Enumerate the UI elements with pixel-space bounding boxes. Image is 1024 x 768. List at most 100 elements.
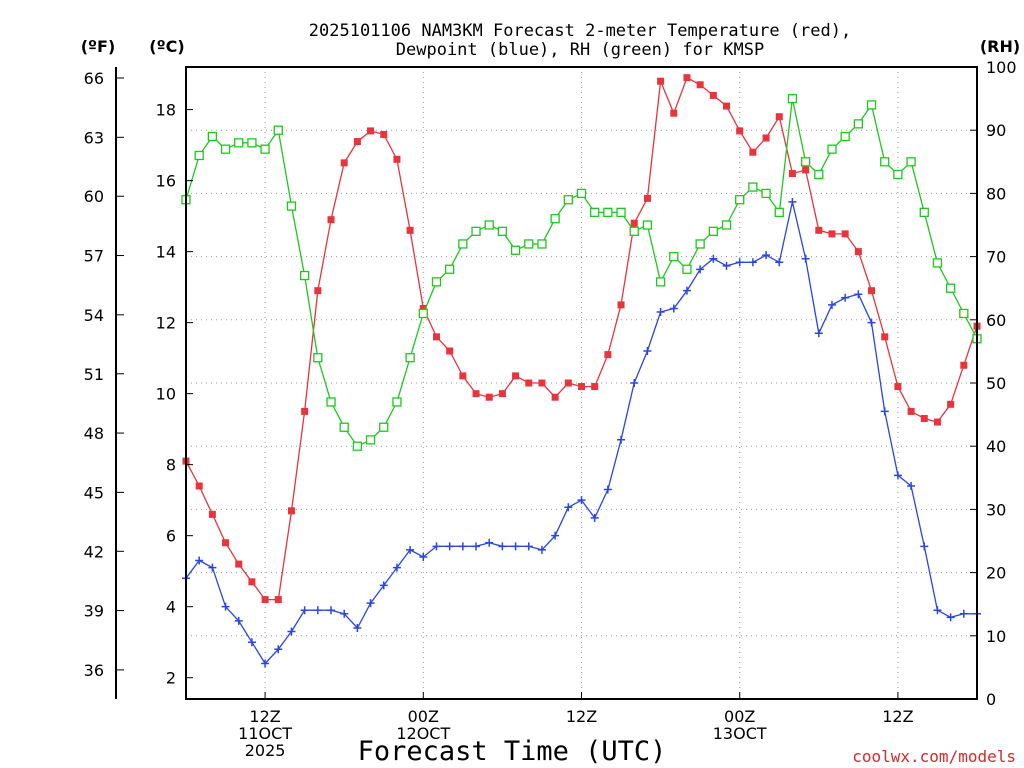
rh-point <box>721 220 732 230</box>
rh-tick-label: 50 <box>986 374 1006 393</box>
x-tick-label: 11OCT <box>238 724 292 743</box>
rh-point <box>234 138 244 148</box>
rh-point <box>655 277 666 287</box>
rh-tick-label: 0 <box>986 690 996 709</box>
rh-point <box>682 264 692 274</box>
temperature-point <box>222 539 230 547</box>
celsius-tick-label: 8 <box>166 456 176 475</box>
dewpoint-point <box>208 563 217 572</box>
temperature-point <box>630 219 638 227</box>
dewpoint-point <box>735 258 744 267</box>
dewpoint-point <box>867 318 876 327</box>
celsius-axis-label: (ºC) <box>149 37 184 56</box>
rh-point <box>431 277 442 287</box>
dewpoint-point <box>893 471 902 480</box>
temperature-point <box>854 248 862 256</box>
dewpoint-point <box>946 613 955 622</box>
series-dewpoint <box>182 197 981 668</box>
dewpoint-point <box>340 609 349 618</box>
rh-point <box>761 188 771 199</box>
rh-point <box>735 195 745 205</box>
x-tick-label: 12Z <box>882 707 913 726</box>
rh-point <box>418 308 428 319</box>
dewpoint-point <box>682 286 691 295</box>
temperature-point <box>380 130 388 138</box>
rh-point <box>313 353 323 363</box>
dewpoint-point <box>814 329 823 338</box>
dewpoint-point <box>195 556 204 565</box>
dewpoint-point <box>221 602 230 611</box>
temperature-point <box>393 155 401 163</box>
temperature-point <box>208 510 216 518</box>
x-tick-label: 13OCT <box>713 724 767 743</box>
dewpoint-point <box>696 265 705 274</box>
temperature-point <box>274 596 282 604</box>
dewpoint-point <box>630 379 639 387</box>
dewpoint-point <box>524 542 533 551</box>
dewpoint-point <box>854 290 863 299</box>
rh-point <box>629 226 639 236</box>
dewpoint-point <box>709 254 718 263</box>
temperature-point <box>591 383 599 391</box>
rh-point <box>800 157 811 167</box>
dewpoint-point <box>920 542 929 551</box>
rh-point <box>880 157 890 167</box>
temperature-point <box>723 102 731 110</box>
rh-point <box>603 207 613 218</box>
dewpoint-point <box>274 645 283 654</box>
rh-point <box>563 195 573 205</box>
fahrenheit-tick-label: 42 <box>84 542 104 561</box>
temperature-point <box>419 304 427 312</box>
rh-point <box>247 138 257 148</box>
temperature-point <box>736 127 744 135</box>
temperature-point <box>881 333 889 341</box>
grid-lines <box>186 67 977 699</box>
rh-point <box>814 169 824 180</box>
x-tick-label: 12OCT <box>396 724 450 743</box>
fahrenheit-tick-label: 57 <box>84 247 104 266</box>
rh-tick-label: 80 <box>986 184 1006 203</box>
fahrenheit-tick-label: 45 <box>84 483 104 502</box>
rh-tick-label: 20 <box>986 564 1006 583</box>
rh-point <box>840 131 850 142</box>
dewpoint-point <box>458 542 467 551</box>
dewpoint-point <box>775 258 784 267</box>
temperature-point <box>353 138 361 146</box>
rh-point <box>286 201 297 211</box>
dewpoint-point <box>669 304 678 313</box>
rh-point <box>445 264 455 274</box>
temperature-point <box>498 390 506 398</box>
rh-tick-label: 40 <box>986 437 1006 456</box>
rh-point <box>497 226 508 236</box>
x-tick-label: 00Z <box>408 707 439 726</box>
dewpoint-point <box>327 606 336 615</box>
dewpoint-point <box>841 293 850 302</box>
celsius-tick-label: 16 <box>156 172 176 191</box>
celsius-tick-label: 6 <box>166 527 176 546</box>
temperature-point <box>894 383 902 391</box>
rh-point <box>866 100 877 110</box>
celsius-tick-label: 10 <box>156 385 176 404</box>
axis-layer: 36 39 42 45 48 51 54 57 60 63 66 2 4 6 8 10 12 14 16 18 0 10 2… <box>84 58 1017 760</box>
dewpoint-point <box>762 251 771 260</box>
temperature-point <box>551 393 559 401</box>
fahrenheit-tick-label: 39 <box>84 602 104 621</box>
rh-point <box>576 188 587 199</box>
rh-point <box>510 245 521 255</box>
temperature-point <box>432 333 440 341</box>
dewpoint-point <box>617 435 626 444</box>
rh-point <box>959 308 969 319</box>
dewpoint-point <box>933 606 942 615</box>
temperature-point <box>643 194 651 202</box>
rh-point <box>669 251 679 262</box>
temperature-point <box>960 361 968 369</box>
temperature-point <box>933 418 941 426</box>
temperature-point <box>802 166 810 174</box>
rh-point <box>708 226 718 236</box>
temperature-point <box>947 400 955 408</box>
dewpoint-point <box>261 659 270 668</box>
temperature-point <box>907 407 915 415</box>
rh-point <box>853 119 863 129</box>
fahrenheit-tick-label: 36 <box>84 661 104 680</box>
temperature-point <box>657 77 665 85</box>
